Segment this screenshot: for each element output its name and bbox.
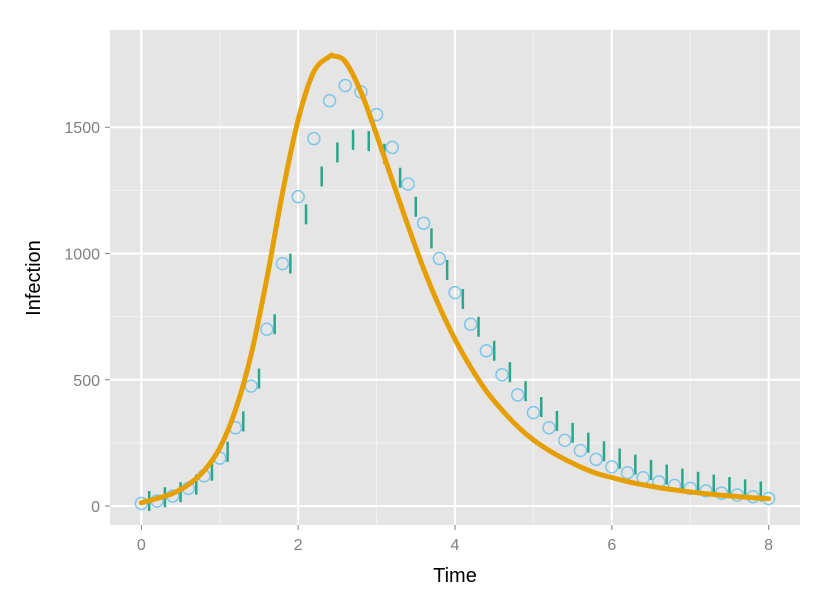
y-tick-label: 1000 [64, 247, 100, 264]
circle-point [620, 465, 635, 480]
circle-point [495, 367, 509, 382]
circle-point [463, 317, 478, 331]
circle-point [275, 256, 290, 271]
model-curve [138, 52, 772, 506]
circle-point [385, 140, 400, 155]
circle-point [432, 251, 447, 266]
x-tick-label: 4 [451, 537, 460, 554]
circle-point [605, 460, 619, 474]
y-tick-label: 0 [91, 499, 100, 516]
circle-series [134, 78, 776, 511]
circle-point [291, 189, 305, 204]
x-tick-label: 8 [764, 537, 773, 554]
circle-point [338, 78, 352, 93]
y-axis-title: Infection [23, 240, 45, 316]
x-tick-label: 2 [294, 537, 303, 554]
y-axis: 0 500 1000 1500 [64, 120, 110, 516]
circle-point [589, 452, 603, 467]
y-tick-label: 1500 [64, 120, 100, 137]
circle-point [260, 322, 274, 337]
circle-point [542, 421, 556, 435]
circle-point [307, 131, 321, 146]
x-tick-label: 6 [607, 537, 616, 554]
x-tick-label: 0 [137, 537, 146, 554]
circle-point [322, 93, 337, 108]
circle-point [510, 388, 525, 402]
x-axis: 0 2 4 6 8 [137, 525, 773, 554]
circle-point [416, 216, 431, 230]
tick-series [147, 129, 763, 512]
circle-point [448, 285, 462, 300]
circle-point [558, 433, 572, 448]
circle-point [526, 405, 541, 420]
circle-point [573, 443, 588, 458]
circle-point [479, 343, 494, 358]
x-axis-title: Time [433, 565, 477, 587]
circle-point [401, 177, 415, 191]
y-tick-label: 500 [73, 373, 100, 390]
